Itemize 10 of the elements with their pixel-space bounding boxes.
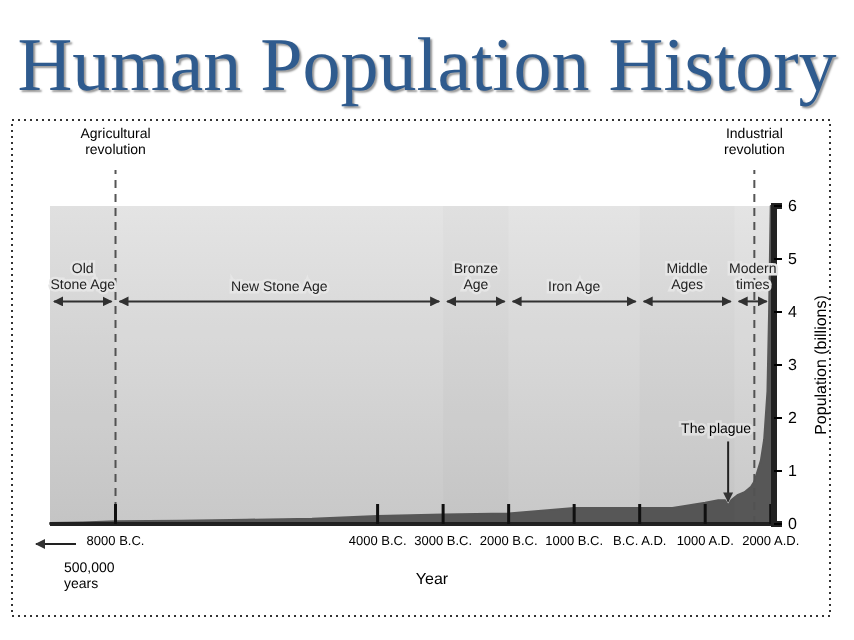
y-tick-label: 3 (788, 356, 798, 375)
chart-title: Human Population History (17, 24, 837, 108)
y-axis-title: Population (billions) (812, 294, 830, 435)
y-tick-label: 4 (788, 303, 798, 322)
y-tick-label: 2 (788, 409, 798, 428)
y-tick-label: 1 (788, 462, 798, 481)
x-axis-title: Year (415, 570, 449, 588)
y-tick-label: 5 (788, 250, 798, 269)
y-tick-label: 6 (788, 197, 798, 216)
y-tick-label: 0 (788, 515, 798, 534)
